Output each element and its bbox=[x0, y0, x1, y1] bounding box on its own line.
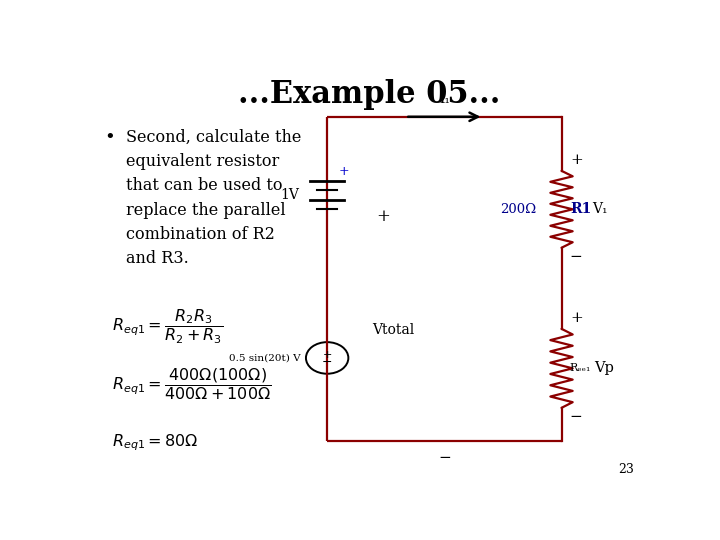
Text: equivalent resistor: equivalent resistor bbox=[126, 153, 279, 170]
Text: −: − bbox=[322, 356, 333, 369]
Text: +: + bbox=[570, 153, 582, 167]
Text: Vtotal: Vtotal bbox=[372, 323, 414, 337]
Text: +: + bbox=[323, 349, 332, 360]
Text: +: + bbox=[376, 208, 390, 225]
Text: ...Example 05...: ...Example 05... bbox=[238, 79, 500, 110]
Text: replace the parallel: replace the parallel bbox=[126, 201, 286, 219]
Text: 0.5 sin(20t) V: 0.5 sin(20t) V bbox=[229, 354, 300, 362]
Text: I₁: I₁ bbox=[439, 92, 450, 106]
Text: +: + bbox=[570, 312, 582, 326]
Text: combination of R2: combination of R2 bbox=[126, 226, 275, 242]
Text: Second, calculate the: Second, calculate the bbox=[126, 129, 302, 146]
Text: −: − bbox=[438, 451, 451, 465]
Text: 1V: 1V bbox=[280, 188, 300, 202]
Text: $R_{eq1} = \dfrac{400\Omega(100\Omega)}{400\Omega + 100\Omega}$: $R_{eq1} = \dfrac{400\Omega(100\Omega)}{… bbox=[112, 366, 272, 402]
Text: +: + bbox=[338, 165, 349, 178]
Text: •: • bbox=[104, 129, 114, 147]
Text: $R_{eq1} = \dfrac{R_2 R_3}{R_2 + R_3}$: $R_{eq1} = \dfrac{R_2 R_3}{R_2 + R_3}$ bbox=[112, 308, 224, 347]
Text: that can be used to: that can be used to bbox=[126, 178, 283, 194]
Text: R1: R1 bbox=[570, 202, 591, 217]
Text: and R3.: and R3. bbox=[126, 250, 189, 267]
Text: −: − bbox=[570, 410, 582, 424]
Text: $R_{eq1} = 80\Omega$: $R_{eq1} = 80\Omega$ bbox=[112, 433, 199, 454]
Text: 23: 23 bbox=[618, 463, 634, 476]
Text: −: − bbox=[570, 250, 582, 264]
Text: Rₑₑ₁: Rₑₑ₁ bbox=[570, 363, 591, 373]
Text: V₁: V₁ bbox=[593, 202, 608, 217]
Text: Vp: Vp bbox=[594, 361, 613, 375]
Text: 200Ω: 200Ω bbox=[500, 203, 536, 216]
